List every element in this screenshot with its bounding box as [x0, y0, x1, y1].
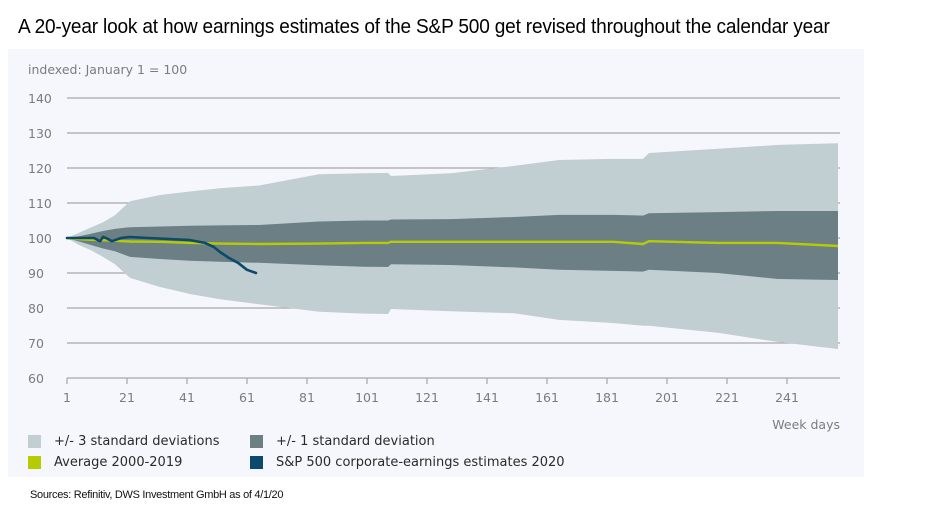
y-tick-label-100: 100 [28, 231, 52, 246]
x-axis-label: Week days [772, 417, 840, 432]
y-tick-label-70: 70 [28, 336, 44, 351]
bands [67, 143, 838, 349]
chart-headline: A 20-year look at how earnings estimates… [18, 15, 830, 38]
x-tick-label-161: 161 [535, 390, 559, 405]
legend-item-sp500: S&P 500 corporate-earnings estimates 202… [250, 455, 565, 470]
y-tick-label-140: 140 [28, 91, 52, 106]
x-tick-label-101: 101 [355, 390, 379, 405]
y-tick-label-60: 60 [28, 371, 44, 386]
x-tick-label-201: 201 [655, 390, 679, 405]
x-tick-label-121: 121 [415, 390, 439, 405]
legend-label-average: Average 2000-2019 [54, 455, 183, 470]
y-tick-label-90: 90 [28, 266, 44, 281]
legend-label-3sd: +/- 3 standard deviations [54, 434, 220, 449]
legend-swatch-sp500 [250, 456, 263, 469]
x-tick-label-221: 221 [715, 390, 739, 405]
sp500-2020-line [65, 235, 258, 275]
y-tick-label-130: 130 [28, 126, 52, 141]
legend-swatch-1sd [250, 435, 263, 448]
y-axis-label: indexed: January 1 = 100 [28, 62, 187, 77]
legend-swatch-average [28, 456, 41, 469]
chart-svg: indexed: January 1 = 100 607080901001101… [28, 62, 840, 432]
x-tick-label-181: 181 [595, 390, 619, 405]
x-tick-label-61: 61 [239, 390, 255, 405]
x-axis: 1 21 41 61 81 101 121 141 161 181 201 221 241 [63, 377, 840, 405]
y-tick-label-80: 80 [28, 301, 44, 316]
x-tick-label-141: 141 [475, 390, 499, 405]
x-tick-label-1: 1 [63, 390, 71, 405]
x-tick-label-41: 41 [179, 390, 195, 405]
y-tick-labels: 60 70 80 90 100 110 120 130 140 [28, 91, 52, 386]
legend-label-1sd: +/- 1 standard deviation [276, 434, 435, 449]
legend-swatch-3sd [28, 435, 41, 448]
x-tick-label-21: 21 [119, 390, 135, 405]
legend-item-1sd: +/- 1 standard deviation [250, 434, 435, 449]
legend-item-average: Average 2000-2019 [28, 455, 182, 470]
legend-label-sp500: S&P 500 corporate-earnings estimates 202… [276, 455, 565, 470]
y-tick-label-120: 120 [28, 161, 52, 176]
sources-note: Sources: Refinitiv, DWS Investment GmbH … [30, 489, 284, 501]
legend-item-3sd: +/- 3 standard deviations [28, 434, 220, 449]
lines [65, 235, 839, 275]
y-tick-label-110: 110 [28, 196, 52, 211]
band-1sd [67, 211, 838, 280]
chart-panel: indexed: January 1 = 100 60 70 80 90 100 110 1… [8, 49, 864, 477]
x-tick-label-81: 81 [299, 390, 315, 405]
x-tick-label-241: 241 [775, 390, 799, 405]
